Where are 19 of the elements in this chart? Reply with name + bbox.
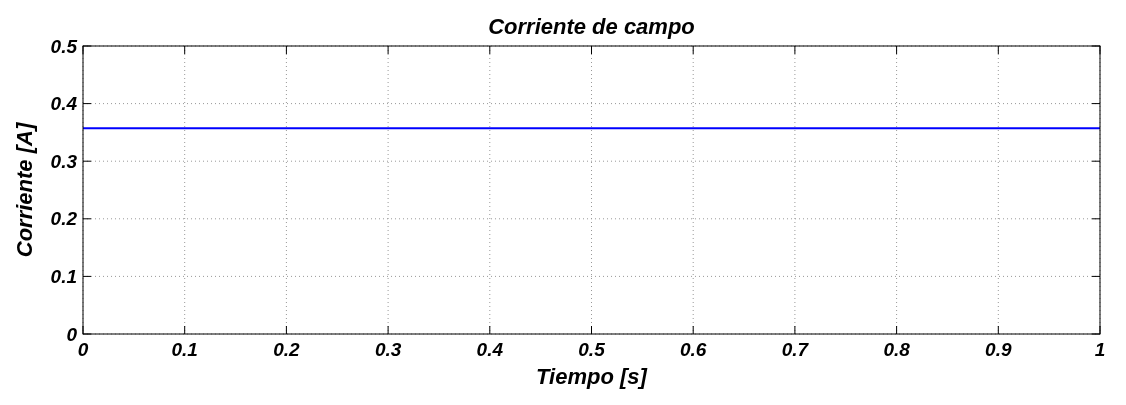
x-tick-label: 0.1 [171,339,198,360]
y-tick-label: 0.3 [50,150,78,172]
y-axis-title: Corriente [A] [12,122,37,258]
y-tick-label: 0.1 [50,266,77,288]
x-tick-label: 0.4 [476,339,504,360]
x-tick-label: 0.6 [679,339,707,360]
x-tick-label: 0.9 [985,339,1012,360]
y-tick-label: 0.2 [50,208,78,230]
x-tick-label: 0.8 [883,339,911,360]
y-tick-label: 0.5 [50,35,78,57]
x-axis-title: Tiempo [s] [536,364,648,389]
x-tick-label: 0.2 [273,339,301,360]
x-tick-label: 0.7 [781,339,810,360]
x-tick-label: 0.3 [374,339,402,360]
y-tick-label: 0 [66,323,78,345]
y-tick-label: 0.4 [50,93,78,115]
x-tick-label: 0.5 [578,339,606,360]
x-tick-label: 1 [1094,339,1106,360]
chart-title: Corriente de campo [488,14,695,39]
